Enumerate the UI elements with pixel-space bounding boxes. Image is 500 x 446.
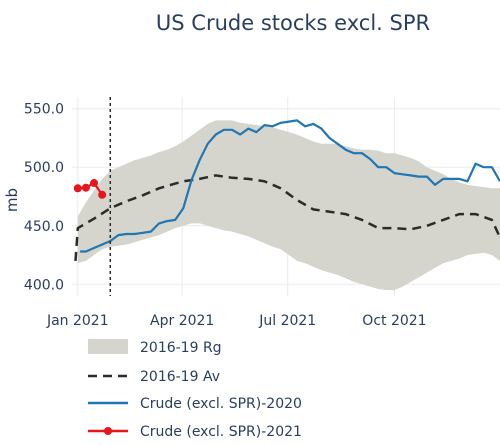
y-tick-label: 450.0 (24, 219, 64, 235)
x-tick-label: Jan 2021 (46, 313, 109, 329)
y-axis-ticks: 400.0 450.0 500.0 550.0 (24, 102, 64, 294)
y-tick-label: 550.0 (24, 102, 64, 118)
legend-item-2020[interactable]: Crude (excl. SPR)-2020 (88, 396, 302, 412)
x-tick-label: Apr 2021 (150, 313, 214, 329)
crude-2021-point (90, 179, 99, 188)
crude-2021-line (77, 181, 104, 196)
crude-2021-point (98, 190, 107, 199)
lines-layer (73, 119, 500, 261)
x-tick-label: Oct 2021 (362, 313, 426, 329)
legend-swatch-range (88, 339, 128, 354)
chart-title: US Crude stocks excl. SPR (156, 11, 430, 35)
legend-label-average: 2016-19 Av (140, 369, 220, 385)
legend-item-2021[interactable]: Crude (excl. SPR)-2021 (88, 424, 302, 440)
crude-2021-point (81, 183, 90, 192)
crude-2021-point (73, 184, 82, 193)
legend-item-average[interactable]: 2016-19 Av (88, 369, 220, 385)
y-tick-label: 400.0 (24, 277, 64, 293)
legend-label-2020: Crude (excl. SPR)-2020 (140, 396, 302, 412)
y-axis-label: mb (3, 188, 21, 212)
range-layer (77, 120, 500, 291)
y-tick-label: 500.0 (24, 160, 64, 176)
legend: 2016-19 Rg 2016-19 Av Crude (excl. SPR)-… (88, 339, 302, 440)
x-axis-ticks: Jan 2021 Apr 2021 Jul 2021 Oct 2021 (46, 313, 427, 329)
legend-item-range[interactable]: 2016-19 Rg (88, 339, 222, 356)
range-band-2016-19 (77, 120, 500, 291)
legend-marker-2021 (104, 427, 112, 435)
x-tick-label: Jul 2021 (258, 313, 316, 329)
legend-label-2021: Crude (excl. SPR)-2021 (140, 424, 302, 440)
crude-2020-line (80, 119, 500, 253)
legend-label-range: 2016-19 Rg (140, 340, 222, 356)
average-line-2016-19 (74, 174, 500, 261)
